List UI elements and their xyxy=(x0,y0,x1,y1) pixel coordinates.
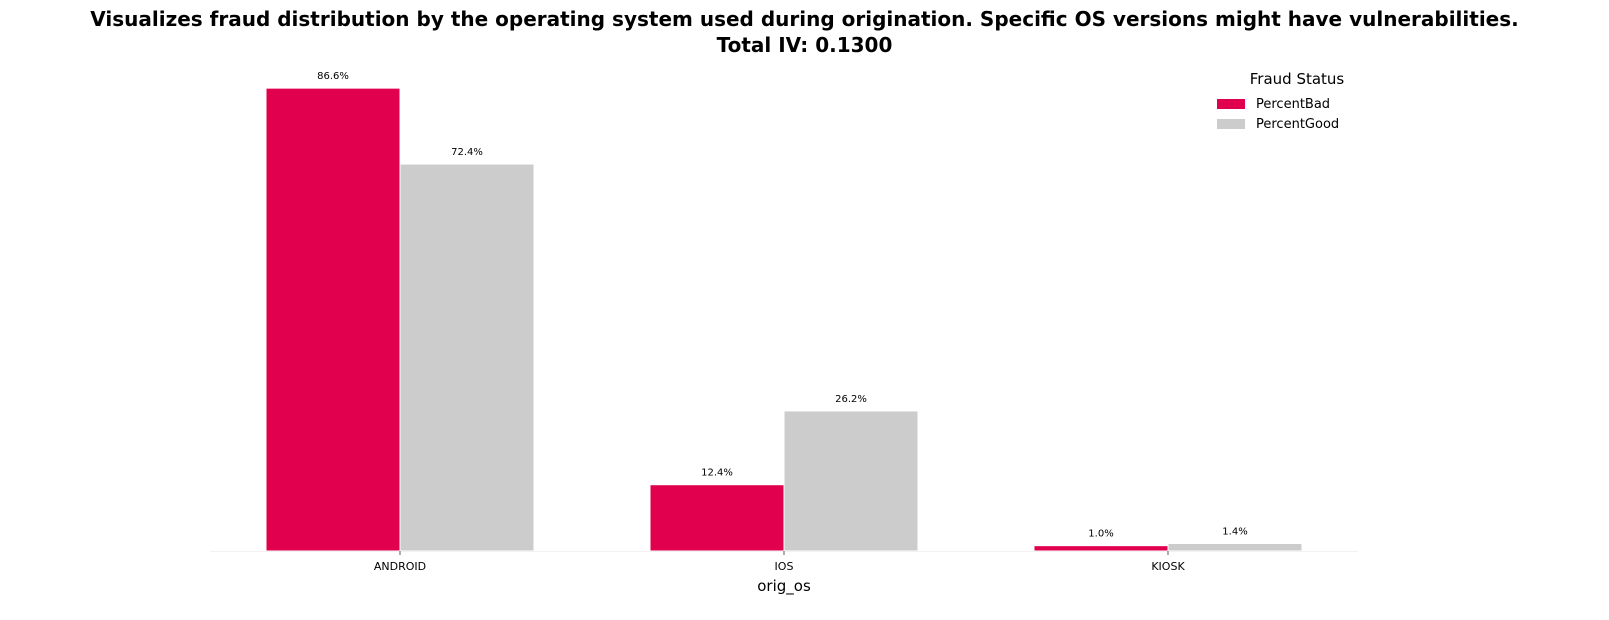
legend-item-percentbad: PercentBad xyxy=(1212,94,1382,114)
bar-percentbad-android xyxy=(265,87,401,552)
bar-percentgood-kiosk xyxy=(1167,543,1303,552)
chart-title: Visualizes fraud distribution by the ope… xyxy=(0,6,1609,58)
legend-swatch-percentbad xyxy=(1217,99,1245,109)
value-label-percentbad-kiosk: 1.0% xyxy=(1088,529,1113,540)
bar-percentbad-kiosk xyxy=(1033,545,1169,552)
x-tick-label-ios: IOS xyxy=(775,560,794,573)
bar-percentgood-ios xyxy=(783,410,919,552)
x-axis-label: orig_os xyxy=(757,577,811,596)
chart-title-line-1: Visualizes fraud distribution by the ope… xyxy=(90,7,1519,31)
value-label-percentgood-android: 72.4% xyxy=(451,147,483,158)
value-label-percentgood-kiosk: 1.4% xyxy=(1222,527,1247,538)
legend: Fraud Status PercentBad PercentGood xyxy=(1212,70,1382,134)
x-tick-label-kiosk: KIOSK xyxy=(1151,560,1185,573)
legend-label-percentbad: PercentBad xyxy=(1256,96,1331,112)
legend-swatch-percentgood xyxy=(1217,119,1245,129)
value-label-percentbad-ios: 12.4% xyxy=(701,468,733,479)
bars-group xyxy=(265,87,1303,552)
legend-item-percentgood: PercentGood xyxy=(1212,114,1382,134)
bar-percentgood-android xyxy=(399,163,535,552)
x-tick-label-android: ANDROID xyxy=(374,560,426,573)
x-ticks-group: ANDROID IOS KIOSK xyxy=(374,551,1185,573)
chart-title-line-2: Total IV: 0.1300 xyxy=(716,33,893,57)
value-label-percentgood-ios: 26.2% xyxy=(835,394,867,405)
value-labels-group: 86.6% 72.4% 12.4% 26.2% 1.0% 1.4% xyxy=(317,71,1248,540)
bar-percentbad-ios xyxy=(649,484,785,552)
legend-label-percentgood: PercentGood xyxy=(1256,116,1340,132)
value-label-percentbad-android: 86.6% xyxy=(317,71,349,82)
legend-title: Fraud Status xyxy=(1249,70,1345,88)
